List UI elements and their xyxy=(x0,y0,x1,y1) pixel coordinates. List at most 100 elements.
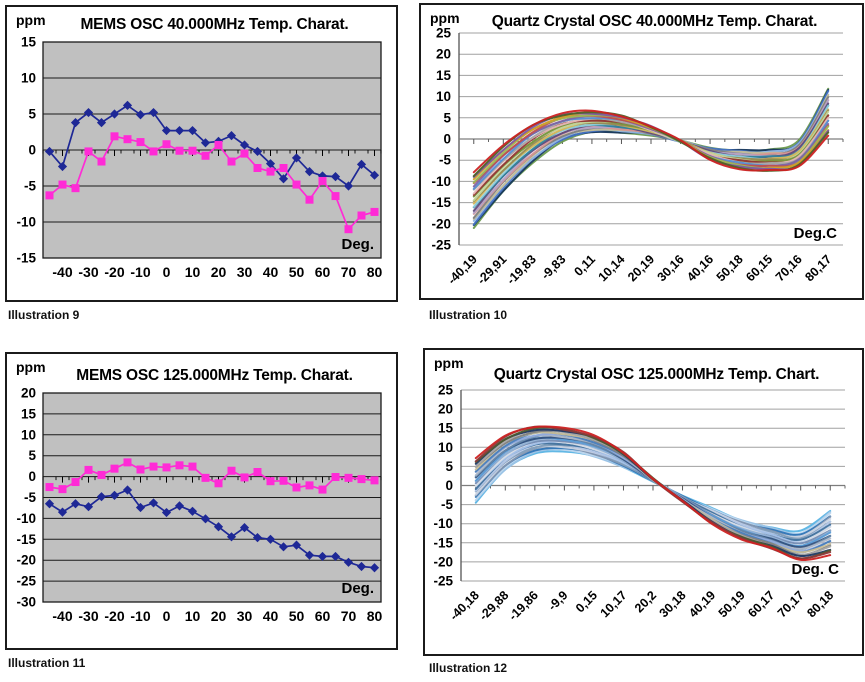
series-marker-diamond xyxy=(343,181,354,191)
y-tick-label: 15 xyxy=(436,68,452,83)
x-tick-label: 60,15 xyxy=(743,252,775,284)
x-tick-label: 50,19 xyxy=(716,588,748,620)
y-tick-label: 0 xyxy=(443,132,451,147)
y-tick-label: -20 xyxy=(16,553,36,568)
series-marker-diamond xyxy=(278,174,289,184)
y-tick-label: 0 xyxy=(28,143,36,158)
series-marker-square xyxy=(97,157,106,166)
series-marker-square xyxy=(45,191,54,200)
y-tick-label: -25 xyxy=(16,574,36,589)
x-tick-label: 60,17 xyxy=(745,588,777,620)
y-axis-unit-label: ppm xyxy=(16,359,46,375)
series-marker-square xyxy=(84,147,93,156)
series-marker-square xyxy=(318,485,327,494)
series-marker-diamond xyxy=(226,131,237,141)
x-tick-label: 0 xyxy=(163,608,171,624)
x-tick-label: 0,15 xyxy=(573,588,600,615)
series-marker-diamond xyxy=(304,167,315,177)
y-tick-label: 20 xyxy=(21,386,36,401)
x-tick-label: 10,14 xyxy=(596,252,628,284)
series-marker-diamond xyxy=(135,110,146,120)
x-tick-label: 0 xyxy=(163,264,171,280)
y-tick-label: 5 xyxy=(445,459,453,474)
curve xyxy=(474,425,832,562)
series-marker-square xyxy=(240,473,249,482)
series-marker-square xyxy=(253,164,262,172)
y-tick-label: 10 xyxy=(21,427,36,442)
x-tick-label: -40 xyxy=(52,264,72,280)
y-axis-unit-label: ppm xyxy=(16,12,46,28)
x-tick-label: -40 xyxy=(52,608,72,624)
x-tick-label: 50 xyxy=(289,264,305,280)
y-tick-label: 25 xyxy=(438,383,454,398)
illustration-caption: Illustration 11 xyxy=(8,656,86,670)
x-tick-label: 40,16 xyxy=(684,252,716,284)
series-marker-diamond xyxy=(200,514,211,524)
y-tick-label: 20 xyxy=(438,402,453,417)
series-marker-diamond xyxy=(109,109,120,119)
x-tick-label: 30,16 xyxy=(655,252,687,284)
series-marker-diamond xyxy=(265,534,276,544)
series-marker-square xyxy=(136,138,145,147)
x-tick-label: 70 xyxy=(341,264,357,280)
series-marker-square xyxy=(253,468,262,477)
chart-canvas-quartz-40: 25 20 15 10 5 0 -5 -10 -15 -20 -25-40,19-29,91-19,… xyxy=(431,26,844,287)
series-marker-square xyxy=(71,184,80,193)
y-tick-label: 0 xyxy=(28,469,36,484)
series-marker-square xyxy=(266,167,275,176)
x-tick-label: -29,88 xyxy=(476,588,511,623)
illustration-caption: Illustration 10 xyxy=(429,308,508,322)
y-tick-label: 0 xyxy=(445,478,453,493)
series-marker-diamond xyxy=(226,532,237,542)
y-tick-label: 5 xyxy=(28,448,36,463)
series-marker-square xyxy=(292,180,301,189)
series-marker-diamond xyxy=(96,118,107,128)
series-marker-square xyxy=(149,462,158,471)
series-marker-square xyxy=(227,466,236,475)
chart-canvas-quartz-125: 25 20 15 10 5 0 -5 -10 -15 -20 -25-40,18-29,88-19,… xyxy=(433,383,846,623)
series-marker-diamond xyxy=(57,507,68,517)
x-tick-label: 70,17 xyxy=(775,588,807,620)
x-tick-label: -40,19 xyxy=(445,252,480,287)
x-tick-label: 10 xyxy=(185,264,201,280)
series-marker-diamond xyxy=(200,138,211,148)
x-tick-label: 40 xyxy=(263,608,279,624)
series-marker-diamond xyxy=(239,140,250,150)
x-tick-label: -10 xyxy=(130,264,150,280)
x-tick-label: -10 xyxy=(130,608,150,624)
series-marker-diamond xyxy=(317,551,328,562)
series-marker-square xyxy=(149,147,158,156)
series-marker-square xyxy=(279,476,288,485)
y-tick-label: -5 xyxy=(441,497,453,512)
series-marker-square xyxy=(370,476,379,485)
curve xyxy=(472,109,830,174)
x-axis-unit-label: Deg.C xyxy=(794,225,838,242)
y-tick-label: -15 xyxy=(431,195,451,210)
y-tick-label: 25 xyxy=(436,26,452,41)
series-marker-square xyxy=(110,132,119,141)
series-marker-square xyxy=(201,473,210,482)
x-tick-label: 0,11 xyxy=(571,252,598,279)
x-tick-label: 20 xyxy=(211,264,227,280)
x-tick-label: -20 xyxy=(104,608,124,624)
series-marker-square xyxy=(162,140,171,149)
series-marker-diamond xyxy=(265,159,276,169)
x-tick-label: 40,19 xyxy=(686,588,718,620)
y-tick-label: 5 xyxy=(28,107,36,122)
series-marker-square xyxy=(84,465,93,474)
series-marker-diamond xyxy=(330,551,341,562)
y-tick-label: -15 xyxy=(16,251,36,266)
series-marker-diamond xyxy=(252,146,263,157)
y-tick-label: -20 xyxy=(433,554,453,569)
series-marker-square xyxy=(175,461,184,470)
x-tick-label: 60 xyxy=(315,264,331,280)
series-marker-diamond xyxy=(174,501,185,511)
y-tick-label: -10 xyxy=(16,215,36,230)
y-tick-label: -15 xyxy=(16,532,36,547)
series-marker-diamond xyxy=(291,153,302,163)
x-tick-label: 30,18 xyxy=(657,588,689,620)
x-tick-label: -9,9 xyxy=(545,588,570,613)
x-tick-label: -40,18 xyxy=(447,588,482,623)
series-marker-square xyxy=(266,477,275,486)
